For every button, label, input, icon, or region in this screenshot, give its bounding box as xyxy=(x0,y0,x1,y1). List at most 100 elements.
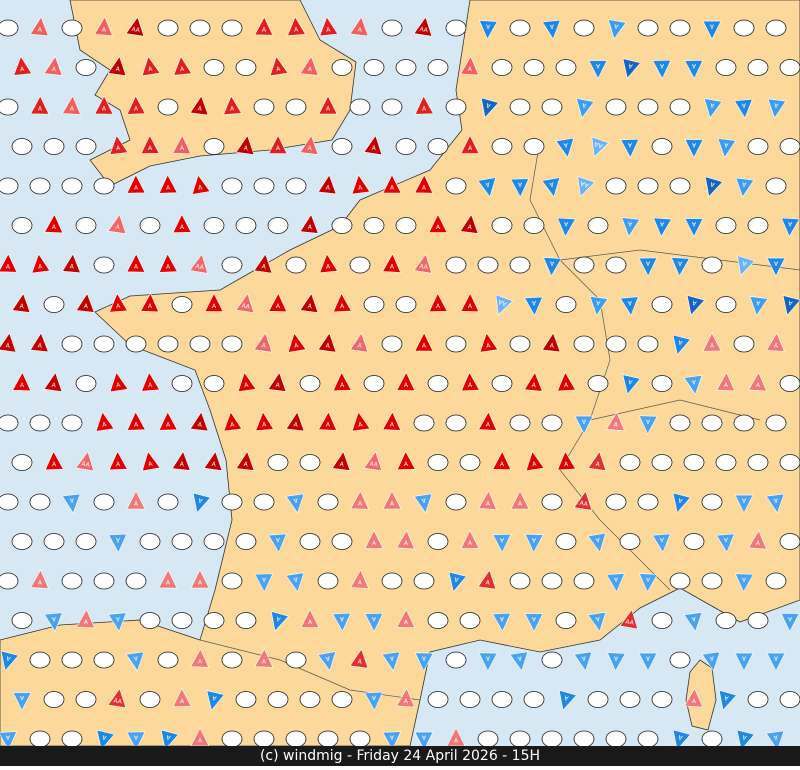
britain-land xyxy=(69,0,357,187)
wind-triangle xyxy=(109,134,129,155)
wind-triangle xyxy=(510,490,530,510)
wind-label: AA xyxy=(419,26,429,34)
wind-label: A xyxy=(6,263,11,270)
wind-label: A xyxy=(101,733,107,741)
wind-triangle xyxy=(332,371,352,392)
wind-triangle xyxy=(351,411,371,432)
calm-marker xyxy=(541,98,563,116)
calm-marker xyxy=(363,296,385,313)
wind-triangle xyxy=(524,296,544,317)
wind-label: A xyxy=(148,145,153,152)
wind-label: A xyxy=(691,220,696,227)
wind-triangle xyxy=(364,691,384,712)
wind-arrow: A xyxy=(477,569,497,590)
calm-marker xyxy=(669,414,691,432)
wind-label: A xyxy=(262,26,267,33)
corsica-land xyxy=(685,659,717,731)
wind-arrow: A xyxy=(382,411,402,431)
wind-arrow: A xyxy=(108,450,128,471)
calm-marker xyxy=(459,454,481,471)
wind-triangle xyxy=(684,687,704,708)
wind-triangle xyxy=(317,174,337,195)
wind-label: A xyxy=(358,579,363,586)
wind-arrow: AA xyxy=(107,687,127,709)
calm-marker xyxy=(523,691,545,708)
wind-label: A xyxy=(756,540,762,547)
calm-marker xyxy=(715,612,737,629)
wind-arrow: A xyxy=(190,727,210,747)
wind-label: A xyxy=(292,496,298,504)
wind-triangle xyxy=(718,689,738,711)
wind-arrow: A xyxy=(93,16,113,37)
wind-label: A xyxy=(294,342,300,350)
wind-triangle xyxy=(704,176,724,198)
wind-triangle xyxy=(75,292,95,313)
wind-arrow: A xyxy=(254,573,274,593)
wind-arrow: A xyxy=(203,450,223,472)
wind-label: A xyxy=(180,145,185,152)
wind-triangle xyxy=(190,648,210,668)
calm-marker xyxy=(93,651,115,669)
wind-triangle xyxy=(204,292,224,312)
calm-marker xyxy=(587,375,609,392)
wind-arrow: A xyxy=(492,612,512,633)
wind-label: A xyxy=(741,575,746,582)
calm-marker xyxy=(765,572,787,590)
wind-label: A xyxy=(52,224,57,231)
wind-triangle xyxy=(577,176,596,198)
wind-label: A xyxy=(390,184,395,191)
calm-marker xyxy=(235,612,257,629)
wind-arrow: A xyxy=(141,451,161,472)
wind-label: A xyxy=(677,259,682,266)
wind-label: A xyxy=(148,382,154,389)
wind-label: A xyxy=(518,500,523,507)
wind-arrow: A xyxy=(382,174,402,194)
wind-triangle xyxy=(29,332,49,353)
wind-label: A xyxy=(70,105,75,112)
wind-triangle xyxy=(716,371,736,392)
calm-marker xyxy=(715,296,737,313)
wind-triangle xyxy=(93,16,113,37)
wind-triangle xyxy=(587,611,607,633)
wind-triangle xyxy=(396,608,416,629)
wind-triangle xyxy=(318,95,338,115)
wind-arrow: A xyxy=(414,731,434,751)
wind-arrow: A xyxy=(268,134,288,154)
wind-arrow: A xyxy=(749,296,769,317)
calm-marker xyxy=(157,19,179,37)
wind-arrow: A xyxy=(414,332,434,352)
wind-arrow: A xyxy=(780,613,800,633)
calm-marker xyxy=(139,217,161,234)
wind-triangle xyxy=(235,134,255,156)
wind-arrow: AA xyxy=(495,294,514,316)
calm-marker xyxy=(715,59,737,76)
calm-marker xyxy=(299,533,321,550)
calm-marker xyxy=(11,454,33,471)
calm-marker xyxy=(61,335,83,353)
wind-label: A xyxy=(180,224,185,231)
wind-arrow: A xyxy=(318,95,338,115)
wind-arrow: A xyxy=(653,217,672,238)
wind-triangle xyxy=(29,16,49,37)
wind-label: A xyxy=(436,303,441,310)
wind-triangle xyxy=(107,213,127,235)
wind-arrow: A xyxy=(766,257,786,277)
wind-triangle xyxy=(173,55,193,76)
wind-arrow: A xyxy=(29,16,49,37)
wind-arrow: A xyxy=(0,650,20,672)
wind-triangle xyxy=(748,529,767,550)
calm-marker xyxy=(605,335,627,353)
wind-label: A xyxy=(116,382,122,390)
wind-triangle xyxy=(684,139,704,159)
wind-arrow: A xyxy=(652,59,672,80)
wind-arrow: A xyxy=(734,652,754,672)
wind-triangle xyxy=(765,493,785,514)
wind-label: A xyxy=(467,224,473,232)
wind-arrow: A xyxy=(737,255,756,277)
wind-arrow: A xyxy=(94,95,114,115)
wind-triangle xyxy=(30,569,50,589)
wind-triangle xyxy=(363,134,383,156)
wind-arrow: A xyxy=(364,613,384,633)
wind-triangle xyxy=(126,174,146,194)
wind-arrow: A xyxy=(670,257,690,277)
